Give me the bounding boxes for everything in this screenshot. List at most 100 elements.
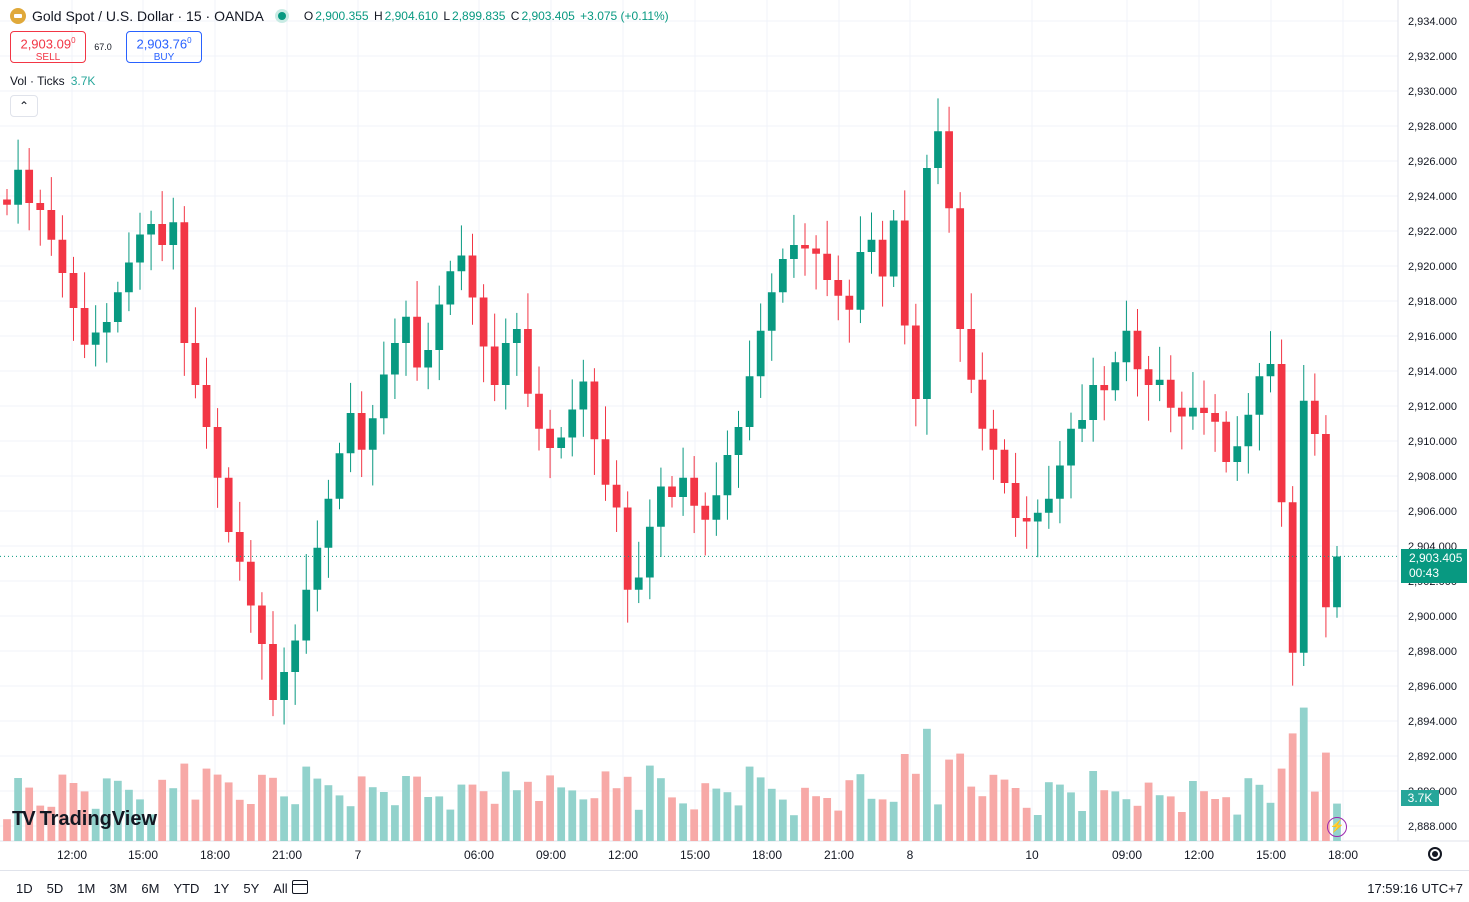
- volume-bar: [291, 804, 300, 841]
- y-tick-label: 2,912.000: [1408, 401, 1457, 413]
- candle-body: [368, 418, 377, 450]
- range-5y[interactable]: 5Y: [243, 881, 260, 896]
- lightning-icon[interactable]: ⚡: [1327, 817, 1347, 837]
- volume-legend[interactable]: Vol · Ticks 3.7K: [10, 74, 95, 88]
- chevron-up-icon[interactable]: ⌃: [10, 95, 38, 117]
- volume-bar: [1022, 807, 1031, 841]
- sell-button[interactable]: 2,903.090 SELL: [10, 31, 86, 63]
- range-1d[interactable]: 1D: [16, 881, 33, 896]
- volume-bar: [313, 778, 322, 841]
- candle-body: [1333, 556, 1341, 608]
- logo-text: TradingView: [39, 808, 158, 830]
- volume-bar: [978, 796, 987, 841]
- volume-bar: [1189, 781, 1197, 841]
- utc-clock[interactable]: 17:59:16 UTC+7: [1367, 881, 1463, 896]
- x-tick-label: 15:00: [128, 848, 158, 862]
- candle-body: [1233, 446, 1242, 462]
- volume-bar: [1133, 805, 1142, 841]
- range-3m[interactable]: 3M: [109, 881, 128, 896]
- sell-price-sup: 0: [71, 36, 76, 45]
- candle-body: [80, 308, 89, 345]
- volume-bar: [1111, 791, 1120, 841]
- volume-bar: [180, 763, 189, 841]
- candle-body: [1200, 407, 1208, 413]
- candle-body: [1011, 483, 1020, 518]
- candle-body: [945, 131, 953, 209]
- candle-body: [1000, 449, 1009, 483]
- candle-body: [1155, 379, 1164, 385]
- volume-bar: [524, 781, 532, 841]
- candle-body: [734, 427, 743, 455]
- volume-bar: [14, 778, 22, 841]
- y-tick-label: 2,900.000: [1408, 611, 1457, 623]
- y-tick-label: 2,910.000: [1408, 436, 1457, 448]
- candle-body: [1078, 420, 1086, 429]
- range-6m[interactable]: 6M: [141, 881, 160, 896]
- bar-countdown: 00:43: [1409, 566, 1440, 580]
- last-price-tag: 2,903.405 00:43: [1401, 549, 1467, 583]
- symbol-title[interactable]: Gold Spot / U.S. Dollar · 15 · OANDA: [32, 8, 264, 24]
- volume-bar: [346, 806, 355, 841]
- candle-body: [424, 350, 433, 368]
- ohlc-values: O 2,900.355 H 2,904.610 L 2,899.835 C 2,903.…: [304, 9, 671, 23]
- candle-body: [1266, 364, 1275, 377]
- candle-body: [102, 322, 111, 333]
- x-tick-label: 15:00: [1256, 848, 1286, 862]
- volume-bar: [1122, 799, 1131, 841]
- range-all[interactable]: All: [273, 881, 288, 896]
- volume-bar: [213, 774, 222, 841]
- buy-button[interactable]: 2,903.760 BUY: [126, 31, 202, 63]
- candle-body: [169, 222, 178, 245]
- volume-bar: [335, 795, 344, 841]
- candle-body: [468, 255, 477, 298]
- volume-bar: [1211, 799, 1219, 841]
- candle-body: [634, 577, 643, 590]
- range-5d[interactable]: 5D: [46, 881, 64, 896]
- candle-body: [1310, 400, 1319, 434]
- calendar-icon[interactable]: [292, 880, 308, 894]
- range-1y[interactable]: 1Y: [213, 881, 230, 896]
- volume-bar: [679, 803, 687, 841]
- candle-body: [258, 605, 266, 644]
- volume-bar: [169, 788, 178, 841]
- x-tick-label: 15:00: [680, 848, 710, 862]
- candle-body: [601, 439, 610, 485]
- symbol-header: Gold Spot / U.S. Dollar · 15 · OANDA O 2,…: [10, 6, 671, 26]
- volume-bar: [557, 787, 566, 841]
- candle-body: [14, 169, 22, 205]
- candle-body: [989, 428, 998, 450]
- candle-body: [1089, 385, 1098, 420]
- candle-body: [391, 343, 399, 375]
- volume-bar: [867, 798, 876, 841]
- volume-bar: [701, 783, 710, 841]
- volume-bar: [1277, 768, 1286, 841]
- candle-body: [579, 381, 588, 410]
- candle-body: [889, 220, 898, 277]
- volume-bar: [1100, 790, 1109, 841]
- candle-body: [1122, 330, 1131, 363]
- candle-body: [346, 413, 355, 454]
- volume-bar: [690, 809, 699, 841]
- y-tick-label: 2,930.000: [1408, 86, 1457, 98]
- close-value: 2,903.405: [521, 9, 575, 23]
- volume-bar: [546, 775, 554, 841]
- volume-bar: [668, 797, 676, 841]
- volume-bar: [479, 791, 488, 841]
- range-1m[interactable]: 1M: [77, 881, 96, 896]
- volume-bar: [357, 776, 366, 841]
- range-ytd[interactable]: YTD: [173, 881, 200, 896]
- candle-body: [180, 222, 189, 343]
- spread-value: 67.0: [94, 42, 112, 52]
- volume-bar: [1233, 814, 1242, 841]
- volume-bar: [224, 782, 233, 841]
- gear-icon[interactable]: [1428, 847, 1442, 861]
- candle-body: [535, 393, 543, 429]
- candle-body: [778, 259, 787, 293]
- tradingview-logo[interactable]: TV TradingView: [12, 808, 157, 831]
- volume-bar: [368, 787, 377, 841]
- volume-bar: [989, 774, 998, 841]
- volume-bar: [136, 799, 144, 841]
- y-tick-label: 2,906.000: [1408, 506, 1457, 518]
- candle-body: [58, 239, 67, 273]
